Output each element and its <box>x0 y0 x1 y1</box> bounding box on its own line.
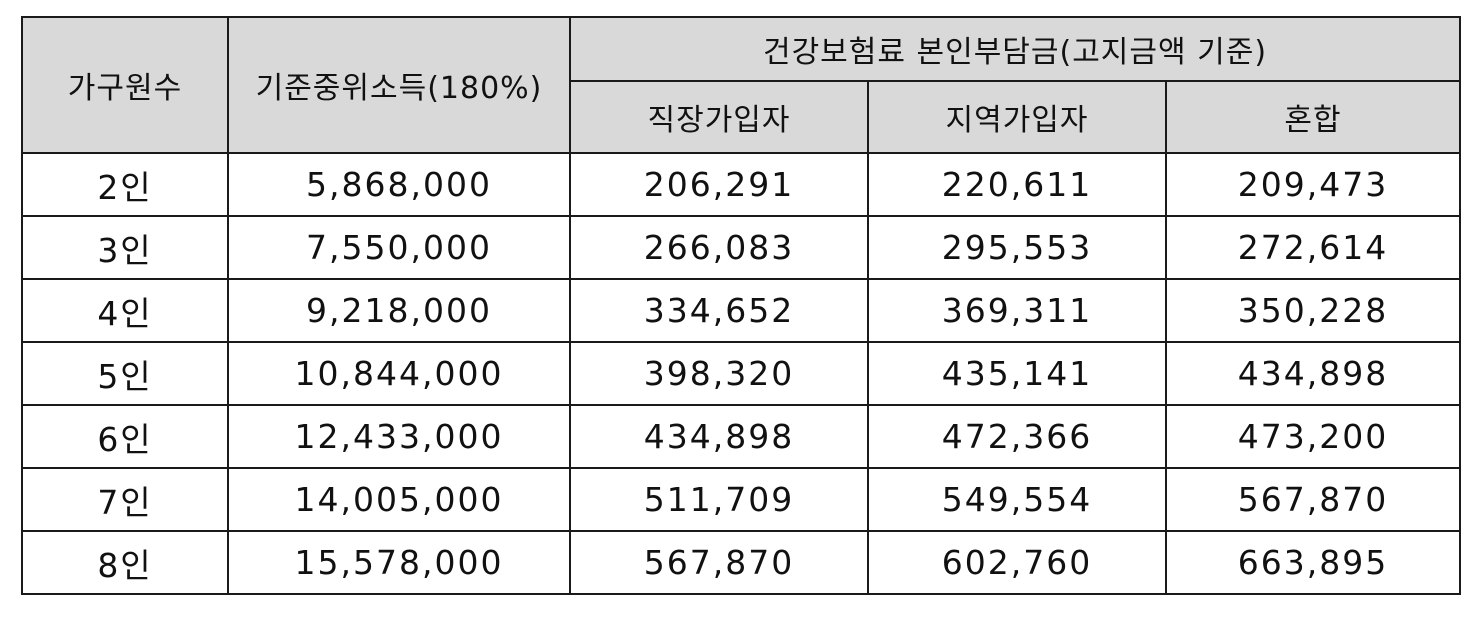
cell-employee: 434,898 <box>569 404 869 469</box>
cell-income: 15,578,000 <box>227 530 571 595</box>
header-employee: 직장가입자 <box>569 80 869 154</box>
cell-regional: 472,366 <box>867 404 1167 469</box>
cell-income: 9,218,000 <box>227 278 571 343</box>
cell-regional: 369,311 <box>867 278 1167 343</box>
table-row: 7인 14,005,000 511,709 549,554 567,870 <box>21 467 1462 532</box>
header-median-income: 기준중위소득(180%) <box>227 16 571 154</box>
header-row-2: 직장가입자 지역가입자 혼합 <box>22 80 1462 154</box>
cell-income: 12,433,000 <box>227 404 571 469</box>
header-household-size: 가구원수 <box>21 16 229 154</box>
cell-income: 14,005,000 <box>227 467 571 532</box>
table-row: 6인 12,433,000 434,898 472,366 473,200 <box>21 404 1462 469</box>
cell-regional: 295,553 <box>867 215 1167 280</box>
cell-household: 5인 <box>21 341 229 406</box>
cell-income: 7,550,000 <box>227 215 571 280</box>
header-row-1: 가구원수 기준중위소득(180%) 건강보험료 본인부담금(고지금액 기준) <box>21 16 1462 154</box>
header-premium-group: 건강보험료 본인부담금(고지금액 기준) <box>568 16 1462 82</box>
cell-mixed: 350,228 <box>1164 278 1462 343</box>
table-container: 가구원수 기준중위소득(180%) 건강보험료 본인부담금(고지금액 기준) 직… <box>21 16 1462 595</box>
cell-mixed: 209,473 <box>1164 152 1462 217</box>
cell-income: 5,868,000 <box>227 152 571 217</box>
cell-employee: 266,083 <box>569 215 869 280</box>
table-row: 8인 15,578,000 567,870 602,760 663,895 <box>21 530 1462 595</box>
cell-mixed: 473,200 <box>1164 404 1462 469</box>
cell-household: 3인 <box>21 215 229 280</box>
cell-regional: 549,554 <box>867 467 1167 532</box>
cell-mixed: 663,895 <box>1164 530 1462 595</box>
cell-employee: 334,652 <box>569 278 869 343</box>
cell-income: 10,844,000 <box>227 341 571 406</box>
table-row: 3인 7,550,000 266,083 295,553 272,614 <box>21 215 1462 280</box>
cell-household: 6인 <box>21 404 229 469</box>
header-mixed: 혼합 <box>1164 80 1462 154</box>
cell-employee: 511,709 <box>569 467 869 532</box>
cell-mixed: 567,870 <box>1164 467 1462 532</box>
cell-mixed: 272,614 <box>1164 215 1462 280</box>
table-row: 5인 10,844,000 398,320 435,141 434,898 <box>21 341 1462 406</box>
premium-table: 가구원수 기준중위소득(180%) 건강보험료 본인부담금(고지금액 기준) 직… <box>21 16 1462 595</box>
cell-employee: 398,320 <box>569 341 869 406</box>
cell-household: 7인 <box>21 467 229 532</box>
header-regional: 지역가입자 <box>867 80 1167 154</box>
cell-mixed: 434,898 <box>1164 341 1462 406</box>
cell-household: 2인 <box>21 152 229 217</box>
table-row: 4인 9,218,000 334,652 369,311 350,228 <box>21 278 1462 343</box>
cell-employee: 206,291 <box>569 152 869 217</box>
cell-regional: 220,611 <box>867 152 1167 217</box>
table-row: 2인 5,868,000 206,291 220,611 209,473 <box>21 152 1462 217</box>
cell-household: 4인 <box>21 278 229 343</box>
cell-employee: 567,870 <box>569 530 869 595</box>
cell-household: 8인 <box>21 530 229 595</box>
cell-regional: 602,760 <box>867 530 1167 595</box>
cell-regional: 435,141 <box>867 341 1167 406</box>
